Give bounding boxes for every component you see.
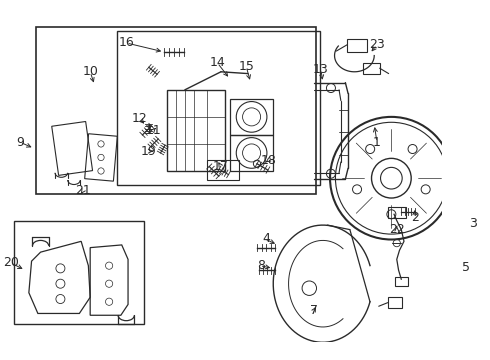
Text: 14: 14 (209, 56, 225, 69)
Bar (460, 221, 490, 320)
Text: 18: 18 (261, 154, 277, 167)
Text: 13: 13 (313, 63, 329, 76)
Text: 1: 1 (373, 136, 381, 149)
Text: 4: 4 (262, 232, 270, 245)
Text: 17: 17 (213, 160, 229, 173)
Bar (207, 160, 239, 180)
Text: 20: 20 (3, 256, 19, 270)
Bar (36, 27, 316, 194)
Text: 5: 5 (462, 261, 470, 274)
Text: 23: 23 (369, 38, 385, 51)
Text: 16: 16 (119, 36, 134, 49)
Text: 3: 3 (468, 217, 476, 230)
Text: 12: 12 (132, 112, 147, 125)
Text: 2: 2 (411, 211, 419, 224)
Text: 11: 11 (146, 124, 161, 137)
Text: 7: 7 (310, 304, 318, 317)
Bar (230, 135, 273, 171)
Circle shape (487, 271, 490, 278)
Bar (388, 297, 402, 308)
Bar (395, 278, 408, 287)
Text: 10: 10 (82, 65, 98, 78)
Bar (230, 99, 273, 135)
Text: 9: 9 (16, 136, 24, 149)
Text: 19: 19 (141, 145, 157, 158)
Bar (167, 90, 225, 171)
Text: 15: 15 (238, 60, 254, 73)
Bar (347, 39, 367, 52)
Bar (388, 207, 406, 218)
Bar (14, 221, 144, 324)
Bar (117, 31, 320, 185)
Text: 8: 8 (258, 259, 266, 272)
Text: 21: 21 (75, 184, 91, 197)
Text: 22: 22 (389, 223, 405, 236)
Bar (364, 63, 380, 73)
